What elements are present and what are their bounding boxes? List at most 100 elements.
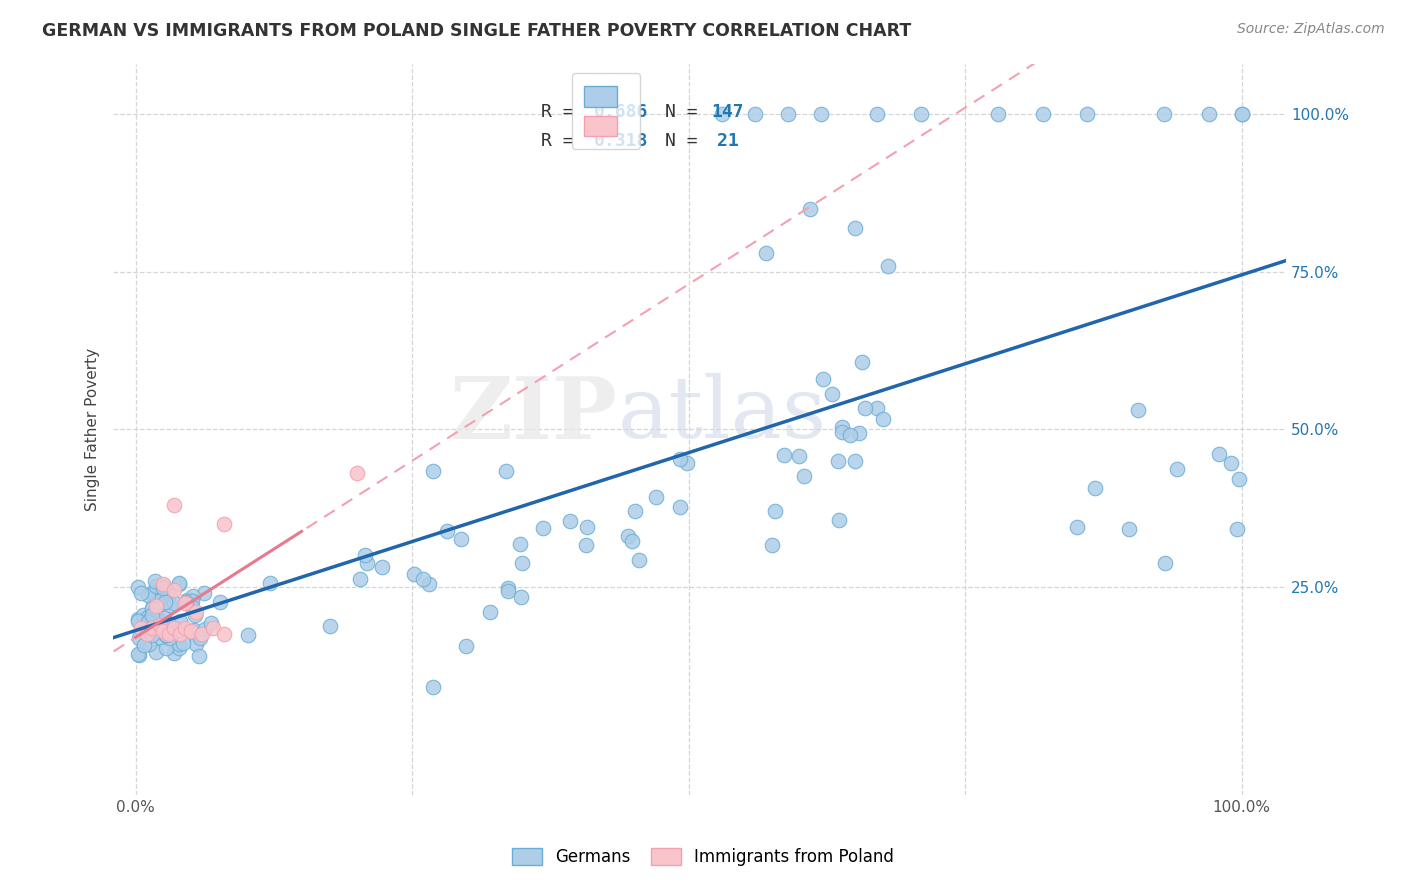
Point xyxy=(478,605,501,619)
Point xyxy=(153,611,176,625)
Point xyxy=(627,553,650,567)
Point xyxy=(163,596,186,610)
Point xyxy=(1084,482,1107,496)
Point xyxy=(510,557,533,571)
Point xyxy=(1198,107,1220,121)
Point xyxy=(617,529,640,543)
Point xyxy=(669,452,692,467)
Point xyxy=(152,582,174,596)
Point xyxy=(169,614,191,628)
Point xyxy=(450,533,472,547)
Text: 0.318: 0.318 xyxy=(595,132,648,150)
Point xyxy=(844,454,866,468)
Point xyxy=(772,448,794,462)
Point xyxy=(787,449,810,463)
Point xyxy=(200,616,222,631)
Point xyxy=(851,355,873,369)
Text: ZIP: ZIP xyxy=(450,373,617,457)
Point xyxy=(157,617,180,632)
Point xyxy=(157,627,180,641)
Point xyxy=(1126,403,1149,417)
Text: 0.686: 0.686 xyxy=(595,103,648,120)
Point xyxy=(793,468,815,483)
Point xyxy=(181,600,204,615)
Point xyxy=(755,246,778,260)
Point xyxy=(876,259,898,273)
Point xyxy=(1032,107,1054,121)
Point xyxy=(143,619,166,633)
Point xyxy=(157,587,180,601)
Point xyxy=(811,372,834,386)
Point xyxy=(153,579,176,593)
Point xyxy=(576,520,599,534)
Point xyxy=(138,622,160,636)
Text: Source: ZipAtlas.com: Source: ZipAtlas.com xyxy=(1237,22,1385,37)
Point xyxy=(810,107,832,121)
Point xyxy=(987,107,1010,121)
Point xyxy=(848,425,870,440)
Point xyxy=(135,627,157,641)
Point xyxy=(436,524,458,538)
Point xyxy=(1208,447,1230,461)
Point xyxy=(136,610,159,624)
Point xyxy=(155,640,177,655)
Point xyxy=(202,621,225,635)
Point xyxy=(184,637,207,651)
Point xyxy=(620,533,643,548)
Point xyxy=(827,454,849,468)
Point xyxy=(141,601,163,615)
Point xyxy=(145,599,167,613)
Point xyxy=(136,615,159,629)
Point xyxy=(761,538,783,552)
Point xyxy=(149,617,172,632)
Point xyxy=(496,582,519,596)
Point xyxy=(356,556,378,570)
Y-axis label: Single Father Poverty: Single Father Poverty xyxy=(86,348,100,511)
Point xyxy=(259,575,281,590)
Point xyxy=(167,577,190,591)
Point xyxy=(127,580,149,594)
Point xyxy=(155,628,177,642)
Point xyxy=(174,621,197,635)
Point xyxy=(533,521,555,535)
Point xyxy=(853,401,876,416)
Text: R =: R = xyxy=(541,132,585,150)
Point xyxy=(174,596,197,610)
Point xyxy=(763,504,786,518)
Point xyxy=(141,586,163,600)
Point xyxy=(1076,107,1098,121)
Text: 21: 21 xyxy=(717,132,740,150)
Text: GERMAN VS IMMIGRANTS FROM POLAND SINGLE FATHER POVERTY CORRELATION CHART: GERMAN VS IMMIGRANTS FROM POLAND SINGLE … xyxy=(42,22,911,40)
Text: 147: 147 xyxy=(711,103,744,120)
Point xyxy=(1153,107,1175,121)
Point xyxy=(495,464,517,478)
Point xyxy=(146,593,169,607)
Point xyxy=(319,619,342,633)
Point xyxy=(349,573,371,587)
Point xyxy=(1066,520,1088,534)
Point xyxy=(212,516,235,531)
Point xyxy=(188,648,211,663)
Point xyxy=(827,513,849,527)
Point xyxy=(194,622,217,636)
Point xyxy=(149,582,172,596)
Point xyxy=(710,107,733,121)
Point xyxy=(866,107,889,121)
Point xyxy=(1230,107,1253,121)
Point xyxy=(148,614,170,628)
Legend: , : , xyxy=(572,73,640,149)
Point xyxy=(560,514,582,528)
Point xyxy=(799,202,821,216)
Point xyxy=(146,609,169,624)
Point xyxy=(142,599,165,614)
Point xyxy=(152,624,174,638)
Point xyxy=(212,627,235,641)
Point xyxy=(163,646,186,660)
Point xyxy=(179,593,201,607)
Point xyxy=(456,640,478,654)
Point xyxy=(1153,556,1175,570)
Point xyxy=(498,583,520,598)
Point xyxy=(180,624,202,638)
Text: N =: N = xyxy=(665,103,709,120)
Point xyxy=(190,628,212,642)
